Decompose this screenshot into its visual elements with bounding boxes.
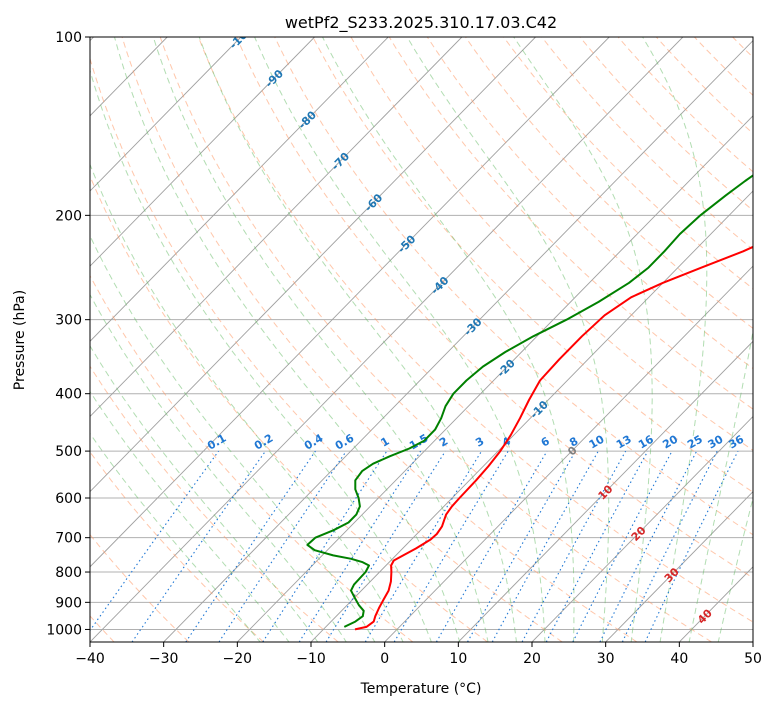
dry-adiabat	[236, 37, 753, 579]
x-tick-label: 20	[523, 651, 541, 667]
isotherm-line	[90, 37, 463, 418]
moist-adiabat	[688, 329, 753, 642]
moist-adiabat	[90, 163, 404, 642]
y-tick-label: 200	[55, 208, 82, 224]
mixing-ratio-line	[621, 450, 718, 642]
moist-adiabat	[90, 390, 290, 642]
y-tick-label: 800	[55, 565, 82, 581]
moist-adiabat	[642, 37, 708, 642]
isotherm-line	[90, 37, 242, 192]
mixing-ratio-line	[185, 450, 316, 642]
moist-adiabat	[198, 37, 518, 642]
y-tick-label: 700	[55, 531, 82, 547]
y-tick-label: 600	[55, 491, 82, 507]
moist-adiabat	[90, 432, 261, 642]
isotherm-line	[531, 415, 753, 642]
x-axis-label: Temperature (°C)	[360, 681, 482, 697]
isotherm-line	[90, 37, 610, 568]
isotherm-line	[90, 37, 315, 267]
x-tick-label: −10	[296, 651, 326, 667]
moist-adiabat	[90, 293, 347, 642]
moist-adiabat	[90, 234, 376, 642]
dry-adiabat	[197, 37, 753, 623]
moist-adiabat	[114, 37, 461, 642]
isotherm-line	[163, 39, 753, 642]
mixing-ratio-line	[131, 450, 266, 642]
dry-adiabat	[274, 37, 753, 536]
x-axis: −40 −30 −20 −10 0 10 20 30 40 50	[75, 642, 762, 667]
mixing-ratio-line	[262, 450, 388, 642]
mixing-ratio-line	[364, 450, 483, 642]
moist-adiabats	[90, 37, 753, 642]
y-tick-label: 100	[55, 30, 82, 46]
dry-adiabat	[90, 451, 264, 642]
dry-adiabats	[90, 37, 753, 642]
x-tick-label: 40	[670, 651, 688, 667]
moist-adiabat	[513, 37, 653, 642]
x-tick-label: 30	[597, 651, 615, 667]
x-tick-label: 50	[744, 651, 762, 667]
x-tick-label: −20	[223, 651, 253, 667]
isotherm-line	[310, 190, 753, 642]
isotherm-line	[384, 265, 753, 642]
chart-title: wetPf2_S233.2025.310.17.03.C42	[285, 13, 557, 33]
dry-adiabat	[312, 37, 753, 493]
dewpoint-profile	[306, 174, 753, 628]
isotherm-line	[605, 491, 753, 642]
y-tick-label: 400	[55, 387, 82, 403]
x-tick-label: −40	[75, 651, 105, 667]
mixing-ratio-line	[435, 450, 548, 642]
mixing-ratio-line	[521, 450, 627, 642]
sounding-profiles	[306, 174, 753, 631]
y-tick-label: 500	[55, 444, 82, 460]
dry-adiabat	[159, 37, 712, 642]
y-tick-label: 1000	[46, 622, 82, 638]
x-tick-label: 10	[449, 651, 467, 667]
isotherm-line	[458, 340, 753, 642]
y-axis-label: Pressure (hPa)	[12, 290, 28, 390]
dry-adiabat	[388, 37, 753, 410]
x-tick-label: −30	[149, 651, 179, 667]
mixing-ratio-line	[393, 450, 509, 642]
moist-adiabat	[717, 496, 753, 642]
y-axis: 100 200 300 400 500 600 700 800 900 1000	[46, 30, 90, 638]
moist-adiabat	[152, 37, 489, 642]
moist-adiabat	[406, 37, 610, 642]
dry-adiabat	[350, 37, 753, 451]
moist-adiabat	[322, 37, 575, 642]
dry-adiabat	[90, 57, 563, 642]
moist-adiabat	[90, 68, 432, 642]
dry-adiabat	[426, 37, 753, 370]
isotherm-line	[90, 37, 684, 642]
dry-adiabat	[90, 274, 414, 642]
mixing-ratio-line	[90, 450, 220, 632]
dry-adiabat	[121, 37, 638, 642]
mixing-ratio-line	[218, 450, 347, 642]
skewed-isotherms	[90, 37, 753, 642]
mixing-ratio-line	[644, 450, 739, 642]
mixing-ratio-line	[325, 450, 446, 642]
isotherm-line	[237, 115, 753, 642]
plot-frame	[89, 36, 754, 643]
dry-adiabat	[90, 175, 488, 642]
y-tick-label: 900	[55, 595, 82, 611]
moist-adiabat	[254, 37, 546, 642]
mixing-ratio-lines	[90, 450, 739, 642]
y-tick-label: 300	[55, 313, 82, 329]
mixing-ratio-line	[545, 450, 649, 642]
isotherm-line	[90, 37, 389, 342]
isotherm-line	[90, 37, 536, 493]
mixing-ratio-line	[298, 450, 422, 642]
x-tick-label: 0	[380, 651, 389, 667]
temperature-profile	[354, 245, 753, 631]
